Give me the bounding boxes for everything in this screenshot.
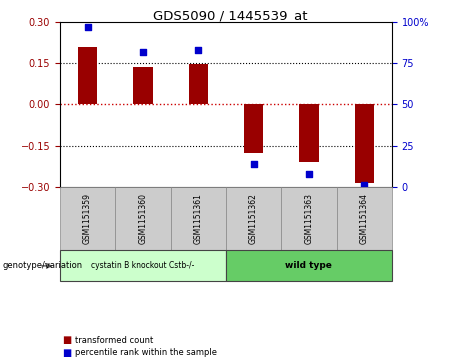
Point bbox=[84, 24, 91, 30]
Text: percentile rank within the sample: percentile rank within the sample bbox=[75, 348, 217, 357]
Text: genotype/variation: genotype/variation bbox=[2, 261, 83, 270]
Text: ■: ■ bbox=[62, 335, 71, 346]
Bar bbox=[133, 67, 153, 105]
Point bbox=[250, 161, 257, 167]
Text: ■: ■ bbox=[62, 348, 71, 358]
Point bbox=[195, 47, 202, 53]
Text: GSM1151363: GSM1151363 bbox=[304, 193, 313, 244]
Bar bbox=[355, 105, 374, 183]
Bar bbox=[78, 46, 97, 105]
Text: transformed count: transformed count bbox=[75, 336, 153, 345]
Point bbox=[305, 171, 313, 177]
Text: cystatin B knockout Cstb-/-: cystatin B knockout Cstb-/- bbox=[91, 261, 195, 270]
Text: GDS5090 / 1445539_at: GDS5090 / 1445539_at bbox=[153, 9, 308, 22]
Bar bbox=[299, 105, 319, 162]
Text: GSM1151362: GSM1151362 bbox=[249, 193, 258, 244]
Bar bbox=[244, 105, 263, 152]
Text: GSM1151360: GSM1151360 bbox=[138, 193, 148, 244]
Text: GSM1151359: GSM1151359 bbox=[83, 193, 92, 244]
Point bbox=[139, 49, 147, 54]
Point bbox=[361, 182, 368, 188]
Text: wild type: wild type bbox=[285, 261, 332, 270]
Bar bbox=[189, 64, 208, 105]
Text: GSM1151361: GSM1151361 bbox=[194, 193, 203, 244]
Text: GSM1151364: GSM1151364 bbox=[360, 193, 369, 244]
